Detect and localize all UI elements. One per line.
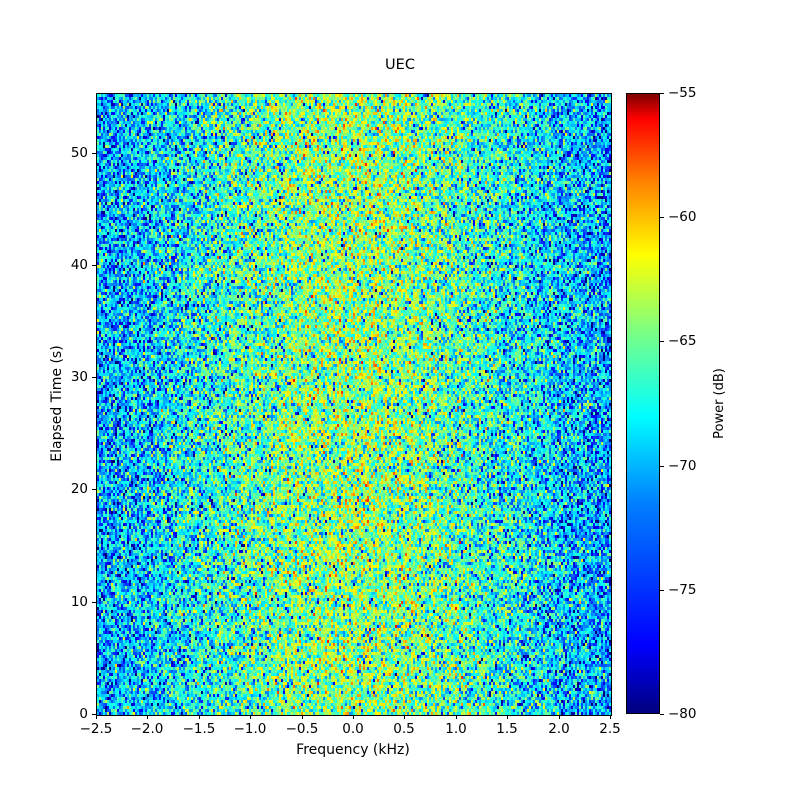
y-tick-label: 0 (79, 706, 88, 722)
x-tick-label: 0.0 (342, 721, 364, 737)
colorbar-tick (660, 590, 664, 591)
x-tick (302, 715, 303, 719)
x-tick (610, 715, 611, 719)
x-tick (250, 715, 251, 719)
x-tick-label: 0.5 (393, 721, 415, 737)
y-tick-label: 40 (70, 257, 88, 273)
y-tick-label: 30 (70, 369, 88, 385)
x-tick-label: 1.5 (496, 721, 518, 737)
spectrogram-image (97, 94, 611, 715)
x-tick-label: −2.0 (130, 721, 164, 737)
x-tick-label: −1.0 (233, 721, 267, 737)
colorbar-tick-label: −70 (668, 458, 697, 474)
colorbar-tick-label: −75 (668, 582, 697, 598)
y-tick-label: 20 (70, 481, 88, 497)
colorbar-tick (660, 217, 664, 218)
colorbar-tick (660, 341, 664, 342)
y-axis-label: Elapsed Time (s) (49, 345, 65, 462)
x-axis-label: Frequency (kHz) (296, 742, 410, 758)
x-tick-label: −1.5 (182, 721, 216, 737)
x-tick (456, 715, 457, 719)
x-tick-label: 1.0 (445, 721, 467, 737)
y-tick (92, 377, 96, 378)
title-line-station: UEC (385, 57, 415, 73)
colorbar-tick (660, 466, 664, 467)
y-tick (92, 489, 96, 490)
x-tick-label: 2.5 (599, 721, 621, 737)
x-tick (404, 715, 405, 719)
x-tick (507, 715, 508, 719)
x-tick-label: 2.0 (548, 721, 570, 737)
colorbar-tick-label: −55 (668, 85, 697, 101)
x-tick-label: −0.5 (285, 721, 319, 737)
x-tick (559, 715, 560, 719)
x-tick (147, 715, 148, 719)
colorbar-label: Power (dB) (712, 368, 727, 439)
y-tick (92, 602, 96, 603)
colorbar-tick-label: −65 (668, 333, 697, 349)
colorbar-tick-label: −80 (668, 706, 697, 722)
x-tick-label: −2.5 (79, 721, 113, 737)
colorbar-tick-label: −60 (668, 209, 697, 225)
colorbar-tick (660, 714, 664, 715)
x-tick (199, 715, 200, 719)
y-tick-label: 10 (70, 594, 88, 610)
x-tick (353, 715, 354, 719)
spectrogram-plot (96, 93, 612, 716)
y-tick (92, 153, 96, 154)
colorbar-tick (660, 93, 664, 94)
colorbar: −80 −75 −70 −65 −60 −55 (626, 85, 697, 722)
y-tick (92, 714, 96, 715)
y-tick-label: 50 (70, 145, 88, 161)
x-tick (96, 715, 97, 719)
y-tick (92, 265, 96, 266)
colorbar-gradient (626, 93, 660, 714)
